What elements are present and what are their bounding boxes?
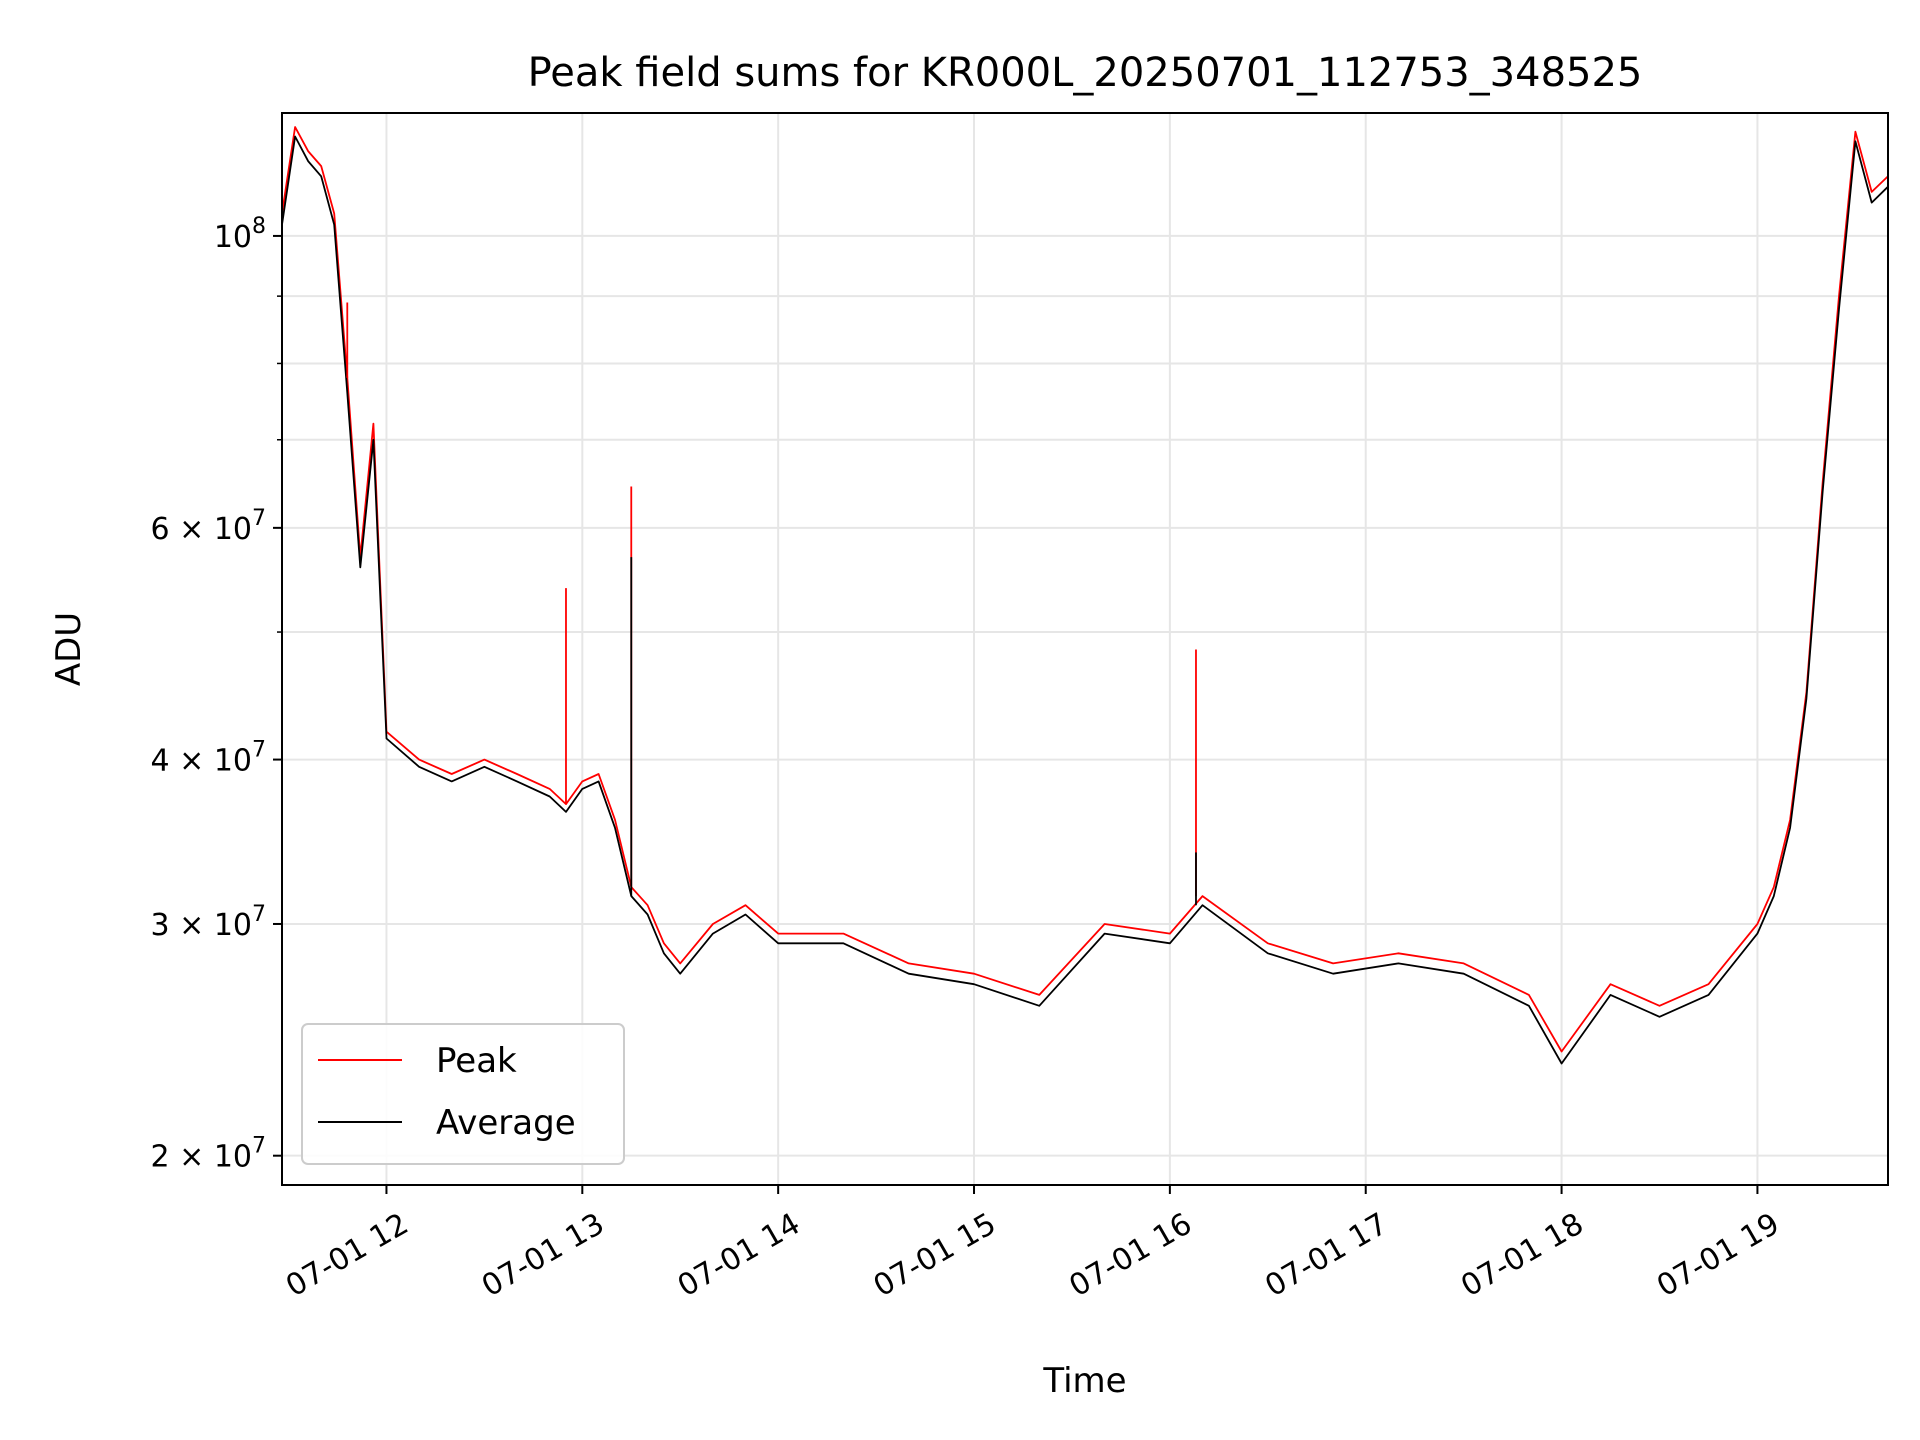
y-tick-label: 3 × 107 <box>151 902 267 943</box>
plot-frame <box>281 112 1889 1186</box>
chart-title: Peak field sums for KR000L_20250701_1127… <box>528 50 1643 96</box>
y-tick-mantissa: 2 <box>151 1140 170 1175</box>
y-tick-label: 2 × 107 <box>151 1134 267 1175</box>
y-tick-label: 108 <box>214 214 266 255</box>
y-tick-base: 10 <box>214 1140 252 1175</box>
legend: Peak Average <box>301 1023 625 1165</box>
y-tick-mantissa: 4 <box>151 744 170 779</box>
plot-lines <box>282 126 1888 1065</box>
y-tick-base: 10 <box>214 744 252 779</box>
y-tick-base: 10 <box>214 908 252 943</box>
y-tick-label: 6 × 107 <box>151 506 267 547</box>
y-tick-exponent: 7 <box>252 1134 266 1159</box>
y-tick-times: × <box>170 512 214 547</box>
y-tick-base: 10 <box>214 220 252 255</box>
y-tick-exponent: 7 <box>252 738 266 763</box>
y-tick-times: × <box>170 908 214 943</box>
y-tick-mantissa: 6 <box>151 512 170 547</box>
y-axis-label: ADU <box>49 612 89 686</box>
y-tick-times: × <box>170 1140 214 1175</box>
y-tick-base: 10 <box>214 512 252 547</box>
y-tick-times: × <box>170 744 214 779</box>
y-tick-exponent: 8 <box>252 214 266 239</box>
legend-label-peak: Peak <box>436 1041 517 1081</box>
x-axis-label: Time <box>1042 1361 1126 1401</box>
y-tick-mantissa: 3 <box>151 908 170 943</box>
y-tick-exponent: 7 <box>252 902 266 927</box>
series-line-average <box>282 135 1888 1065</box>
legend-label-average: Average <box>436 1103 576 1143</box>
y-tick-label: 4 × 107 <box>151 738 267 779</box>
series-line-peak <box>282 126 1888 1053</box>
y-tick-exponent: 7 <box>252 506 266 531</box>
